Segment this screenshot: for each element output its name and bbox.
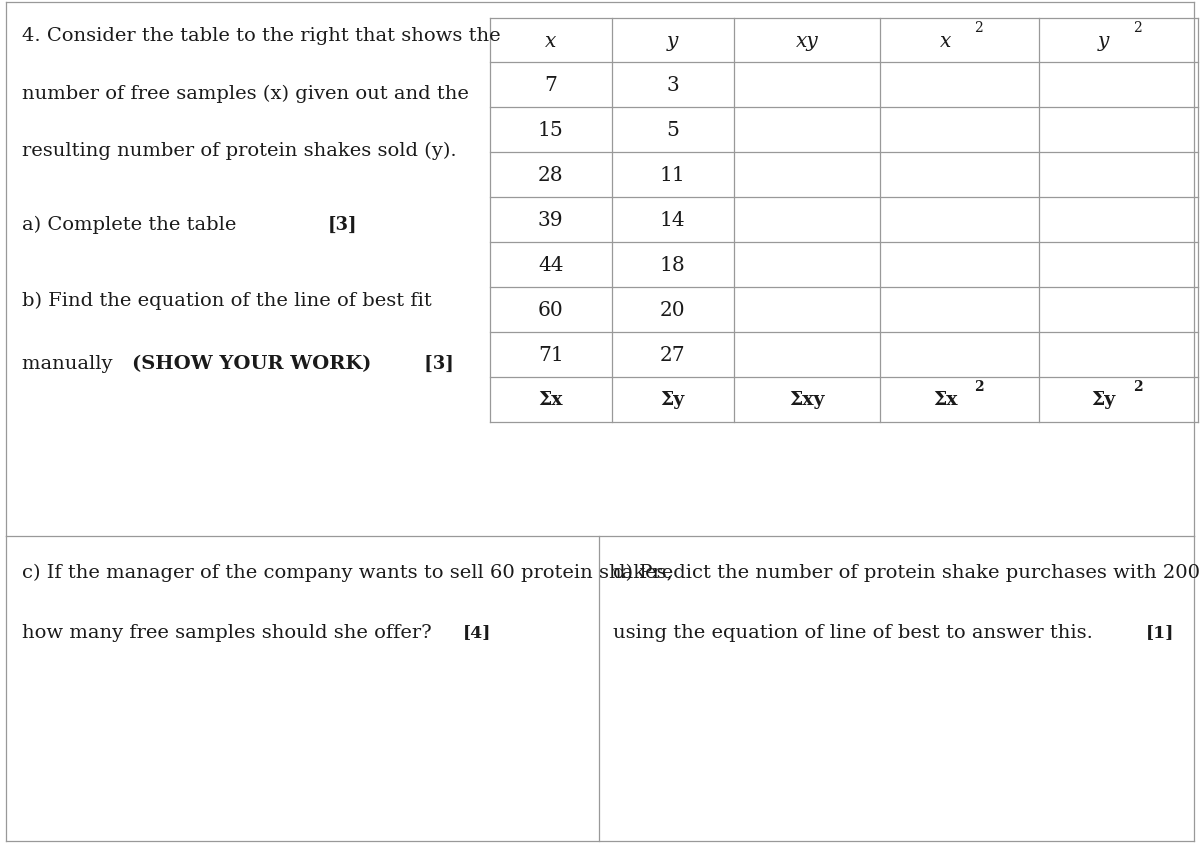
Text: x: x (545, 31, 557, 51)
Text: 11: 11 (660, 166, 685, 185)
Text: manually: manually (22, 354, 119, 372)
Text: 71: 71 (538, 345, 564, 365)
Text: [3]: [3] (328, 215, 358, 233)
Text: a) Complete the table: a) Complete the table (22, 215, 248, 234)
Text: 27: 27 (660, 345, 685, 365)
Text: [4]: [4] (463, 624, 492, 641)
Text: 2: 2 (974, 21, 983, 35)
Text: Σy: Σy (1092, 391, 1116, 408)
Text: 2: 2 (1133, 21, 1142, 35)
Text: [3]: [3] (418, 354, 454, 372)
Text: d) Predict the number of protein shake purchases with 200 free samples: d) Predict the number of protein shake p… (613, 563, 1200, 582)
Text: Σy: Σy (660, 391, 685, 408)
Text: 18: 18 (660, 256, 685, 274)
Text: resulting number of protein shakes sold (y).: resulting number of protein shakes sold … (22, 142, 456, 160)
Text: 5: 5 (666, 122, 679, 140)
Text: 2: 2 (974, 380, 984, 394)
Text: Σxy: Σxy (790, 391, 824, 408)
Text: 60: 60 (538, 300, 564, 319)
Text: [1]: [1] (1146, 624, 1175, 641)
Text: how many free samples should she offer?: how many free samples should she offer? (22, 624, 438, 641)
Text: 44: 44 (538, 256, 563, 274)
Text: y: y (1098, 31, 1110, 51)
Text: (SHOW YOUR WORK): (SHOW YOUR WORK) (132, 354, 371, 372)
Text: Σx: Σx (932, 391, 958, 408)
Text: number of free samples (x) given out and the: number of free samples (x) given out and… (22, 84, 468, 103)
Text: 2: 2 (1133, 380, 1142, 394)
Text: b) Find the equation of the line of best fit: b) Find the equation of the line of best… (22, 291, 431, 310)
Text: 20: 20 (660, 300, 685, 319)
Text: using the equation of line of best to answer this.: using the equation of line of best to an… (613, 624, 1099, 641)
Text: y: y (667, 31, 678, 51)
Text: c) If the manager of the company wants to sell 60 protein shakes,: c) If the manager of the company wants t… (22, 563, 672, 582)
Text: xy: xy (796, 31, 818, 51)
Text: 28: 28 (538, 166, 564, 185)
Text: 14: 14 (660, 211, 685, 230)
Text: 4. Consider the table to the right that shows the: 4. Consider the table to the right that … (22, 27, 500, 45)
Text: Σx: Σx (539, 391, 563, 408)
Text: 3: 3 (666, 76, 679, 95)
Text: 15: 15 (538, 122, 564, 140)
Text: 7: 7 (544, 76, 557, 95)
Text: x: x (940, 31, 950, 51)
Text: 39: 39 (538, 211, 564, 230)
